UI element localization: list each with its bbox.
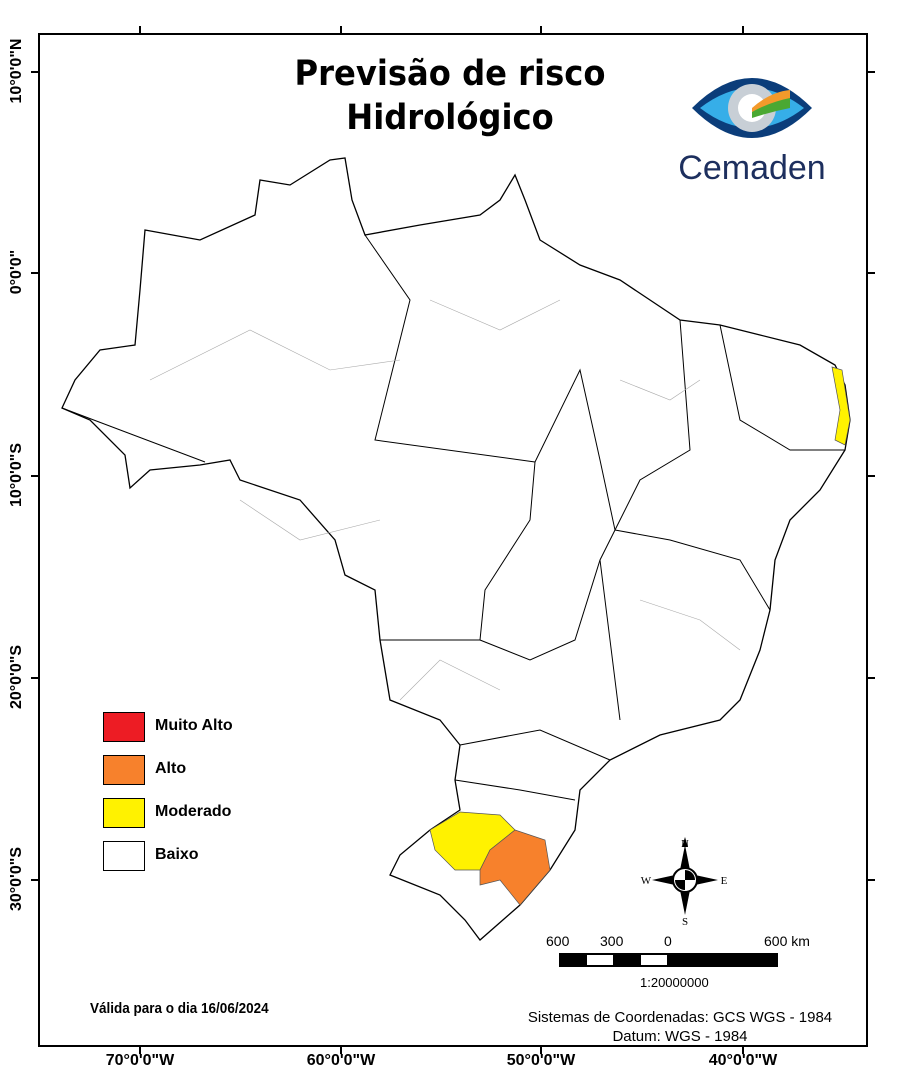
- legend-swatch-muito-alto: [103, 712, 145, 742]
- lon-label: 70°0'0"W: [105, 1052, 175, 1069]
- validity-date: Válida para o dia 16/06/2024: [90, 1000, 269, 1017]
- eye-logo-icon: [692, 78, 812, 138]
- datum: Datum: WGS - 1984: [612, 1028, 748, 1045]
- lon-label: 50°0'0"W: [506, 1052, 576, 1069]
- scale-label: 600 km: [764, 933, 810, 949]
- scale-label: 600: [546, 933, 570, 949]
- moderate-region-coast: [831, 366, 851, 446]
- lat-label: 30°0'0"S: [8, 846, 25, 912]
- compass-s: S: [682, 916, 688, 925]
- lat-label: 10°0'0"N: [8, 38, 25, 104]
- state-boundaries: [61, 234, 845, 801]
- legend-label: Muito Alto: [155, 717, 233, 734]
- map-frame: [38, 33, 868, 1047]
- coordinate-system: Sistemas de Coordenadas: GCS WGS - 1984: [527, 1009, 833, 1026]
- legend-swatch-baixo: [103, 841, 145, 871]
- scale-label: 300: [600, 933, 624, 949]
- region-boundaries: [149, 299, 741, 701]
- title-line-1: Previsão de risco: [294, 54, 606, 94]
- coordinate-info: Sistemas de Coordenadas: GCS WGS - 1984 …: [490, 1008, 870, 1046]
- lat-label: 10°0'0"S: [8, 442, 25, 508]
- scale-ratio: 1:20000000: [640, 975, 709, 990]
- scale-bar-segment: [641, 955, 667, 965]
- lat-label: 20°0'0"S: [8, 644, 25, 710]
- legend-label: Alto: [155, 760, 187, 777]
- lon-label: 60°0'0"W: [306, 1052, 376, 1069]
- lat-label: 0°0'0": [8, 249, 25, 295]
- legend-swatch-moderado: [103, 798, 145, 828]
- scale-bar: [559, 953, 778, 967]
- scale-label: 0: [664, 933, 672, 949]
- high-region-rs: [479, 829, 551, 906]
- legend-label: Baixo: [155, 846, 199, 863]
- logo-text: Cemaden: [678, 149, 826, 187]
- cemaden-logo: Cemaden: [672, 68, 832, 188]
- title-line-2: Hidrológico: [346, 98, 554, 138]
- compass-n: N: [681, 838, 689, 850]
- map-title: Previsão de risco Hidrológico: [220, 52, 680, 140]
- lon-label: 40°0'0"W: [708, 1052, 778, 1069]
- legend-label: Moderado: [155, 803, 232, 820]
- compass-e: E: [721, 875, 728, 887]
- scale-bar-segment: [587, 955, 613, 965]
- brazil-outline: [61, 157, 851, 941]
- compass-w: W: [641, 875, 652, 887]
- compass-rose-icon: N S W E: [641, 837, 728, 925]
- legend-swatch-alto: [103, 755, 145, 785]
